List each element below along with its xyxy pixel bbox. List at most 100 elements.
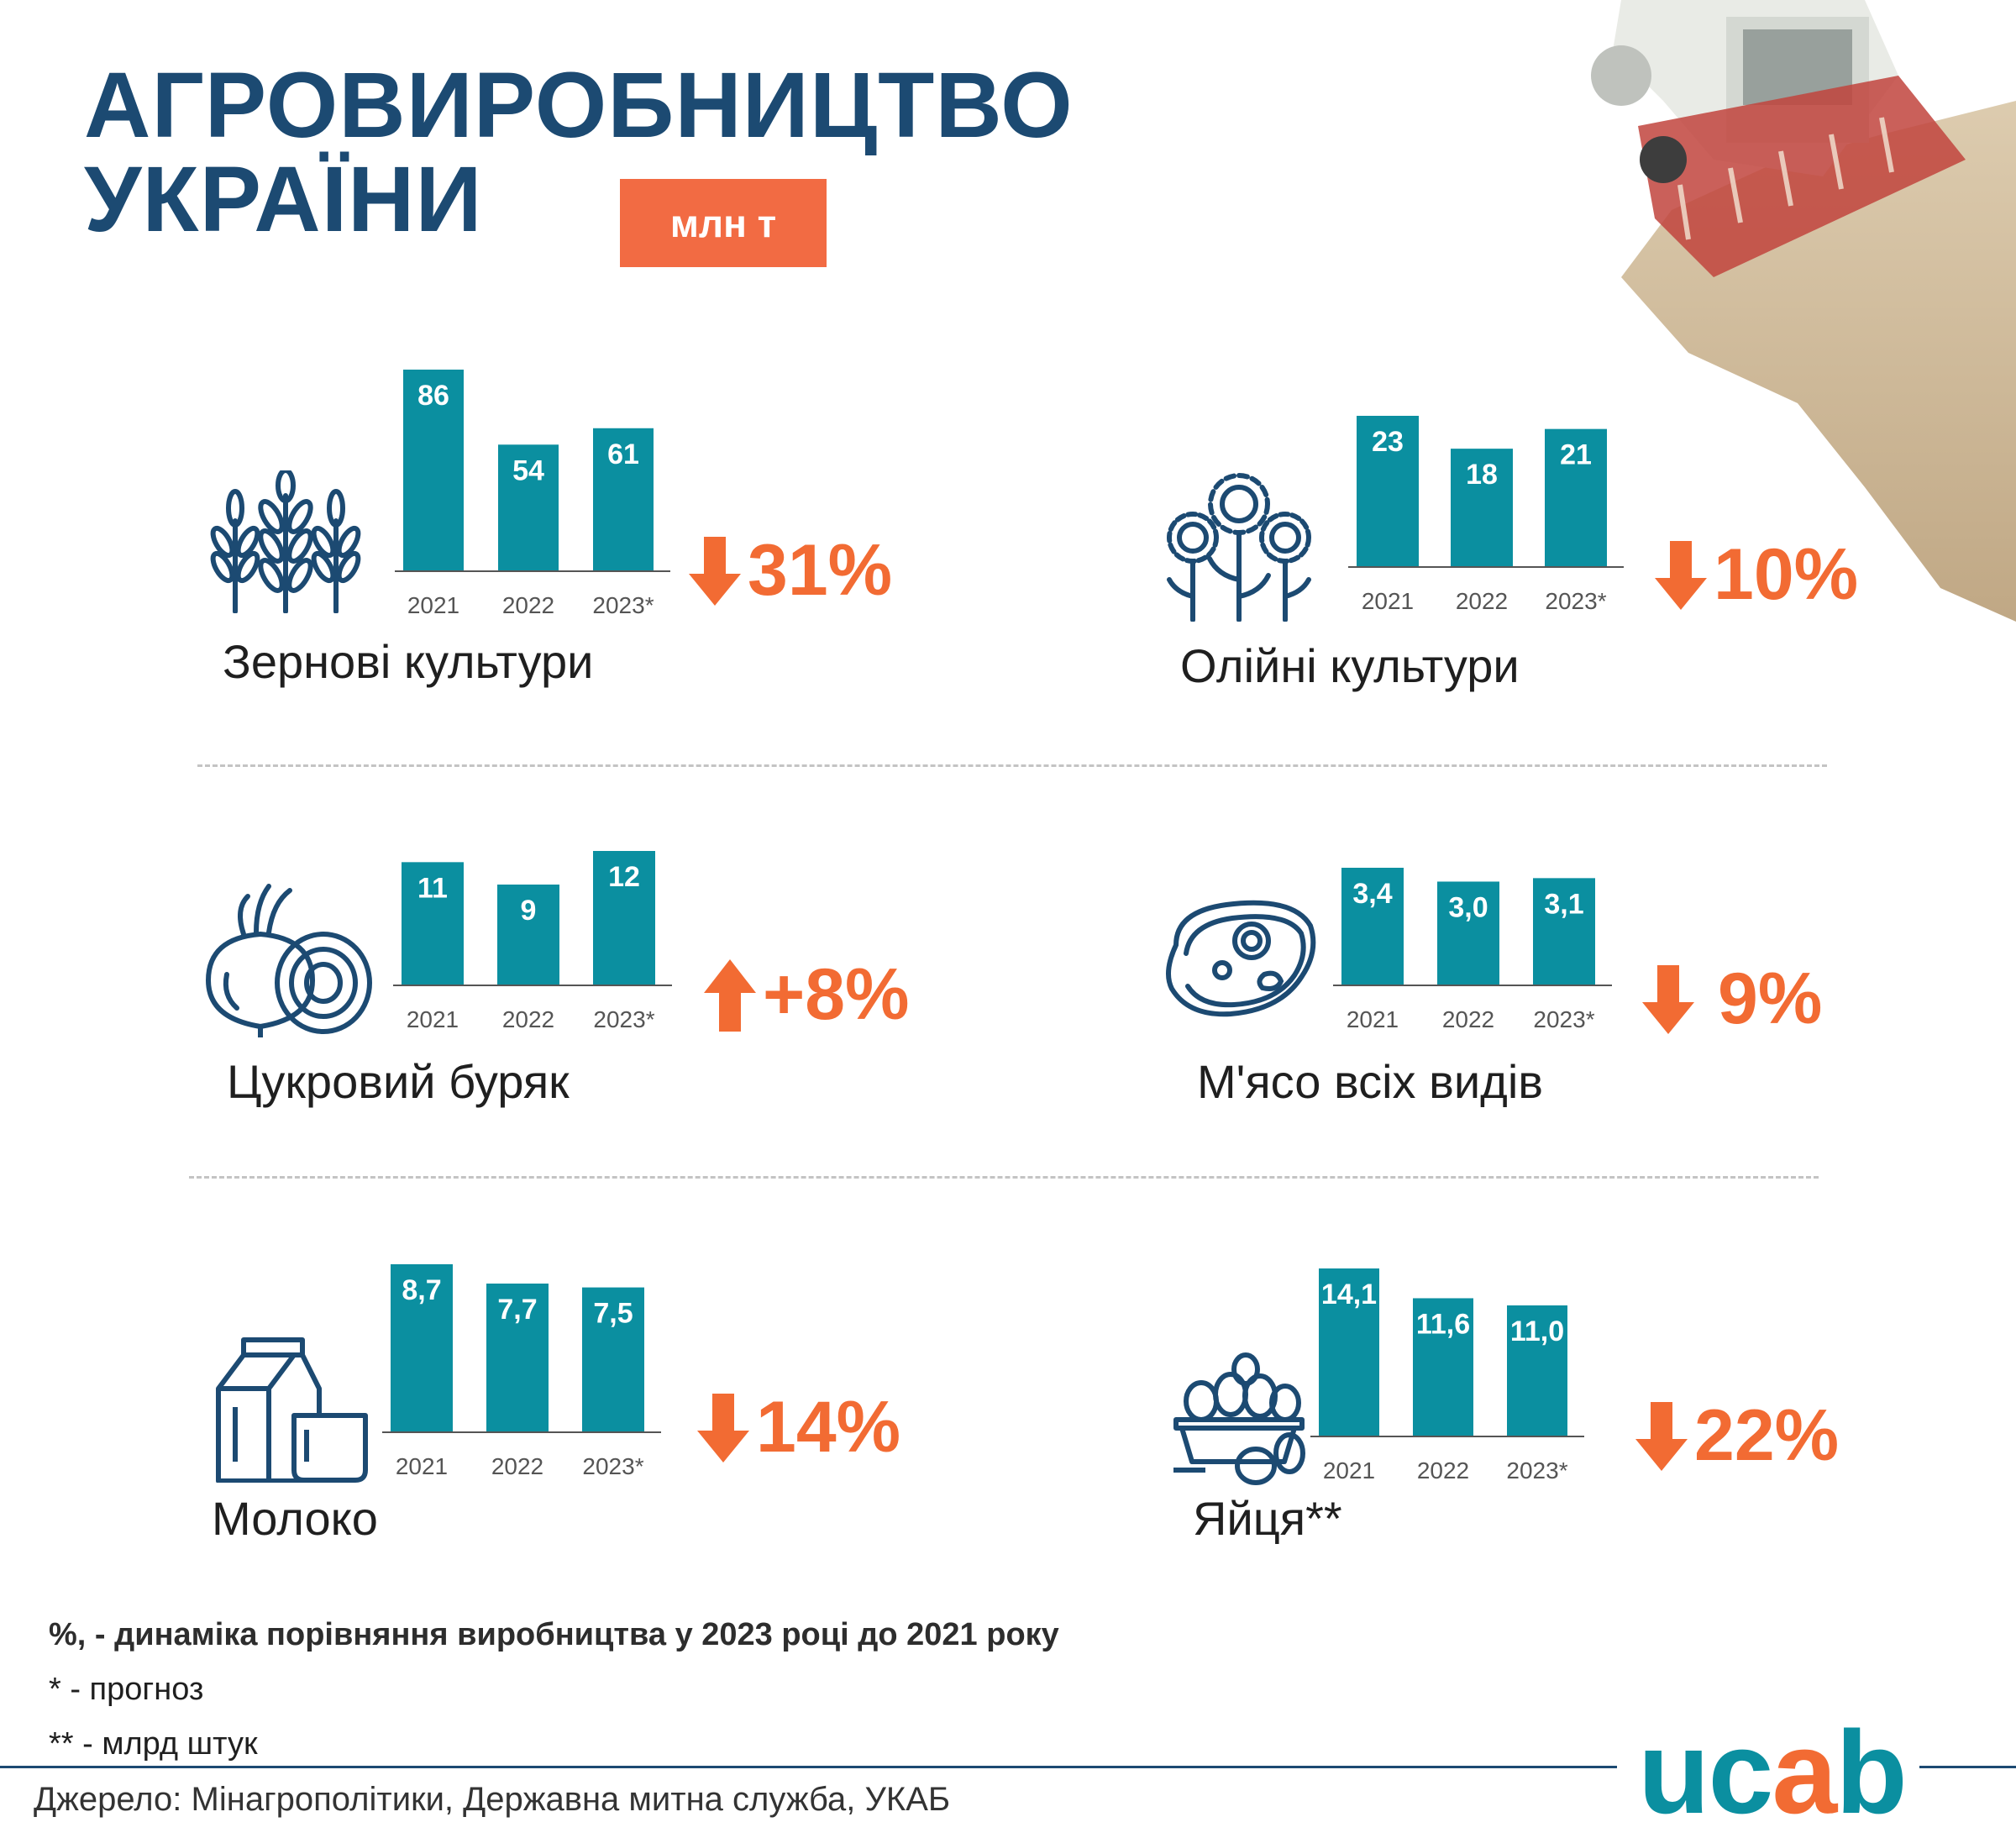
bar-value-label: 12 xyxy=(608,861,640,893)
beet-icon xyxy=(206,884,372,1037)
x-tick-label: 2023* xyxy=(1533,1006,1594,1032)
bar-value-label: 11,0 xyxy=(1510,1315,1564,1347)
change-grain: 31% xyxy=(689,529,892,612)
bar-2023 xyxy=(1545,428,1607,567)
eggs-icon xyxy=(1173,1352,1305,1485)
change-eggs: 22% xyxy=(1635,1394,1839,1478)
bar-value-label: 3,0 xyxy=(1448,891,1488,923)
x-tick-label: 2022 xyxy=(1456,588,1508,614)
bar-2023 xyxy=(593,428,654,571)
change-oilseeds: 10% xyxy=(1655,533,1858,617)
wheat-icon xyxy=(210,470,361,613)
arrow-down-icon xyxy=(697,1393,749,1463)
change-milk: 14% xyxy=(697,1386,900,1469)
x-tick-label: 2022 xyxy=(1417,1457,1469,1484)
change-meat: 9% xyxy=(1642,958,1822,1041)
bar-2023 xyxy=(1533,878,1595,985)
bar-value-label: 7,5 xyxy=(593,1298,633,1330)
notes: %, - динаміка порівняння виробництва у 2… xyxy=(49,1617,1059,1762)
bar-value-label: 23 xyxy=(1372,426,1404,458)
bar-value-label: 8,7 xyxy=(402,1274,441,1306)
panel-oilseeds: 23 2021 18 2022 21 2023* 10% Олійні культури xyxy=(1155,353,1995,706)
panel-meat: 3,4 2021 3,0 2022 3,1 2023* 9% М'ясо всіх вид… xyxy=(1155,832,1995,1184)
bar-2022 xyxy=(1413,1298,1473,1436)
change-value: 10% xyxy=(1714,534,1859,615)
panel-label: Яйця** xyxy=(1193,1492,1342,1545)
change-value: 22% xyxy=(1694,1395,1840,1476)
x-tick-label: 2023* xyxy=(593,1006,654,1032)
x-tick-label: 2023* xyxy=(582,1453,643,1479)
bar-value-label: 14,1 xyxy=(1321,1279,1377,1310)
bar-value-label: 61 xyxy=(607,438,639,470)
x-tick-label: 2021 xyxy=(407,1006,459,1032)
bar-2022 xyxy=(486,1283,549,1432)
bar-chart-milk: 8,7 2021 7,7 2022 7,5 2023* xyxy=(382,1264,661,1479)
bar-chart-oilseeds: 23 2021 18 2022 21 2023* xyxy=(1348,416,1624,614)
bar-2021 xyxy=(1341,868,1404,985)
bar-2023 xyxy=(1507,1305,1567,1436)
panel-eggs: 14,1 2021 11,6 2022 11,0 2023* 22% Яйця** xyxy=(1155,1268,1995,1630)
bar-chart-eggs: 14,1 2021 11,6 2022 11,0 2023* xyxy=(1310,1268,1584,1484)
logo-part3: b xyxy=(1835,1706,1908,1838)
panel-grain: 86 2021 54 2022 61 2023* 31% Зернові культури xyxy=(193,353,1033,706)
x-tick-label: 2023* xyxy=(1506,1457,1567,1484)
sunflower-icon xyxy=(1167,473,1311,622)
panel-label: Зернові культури xyxy=(223,635,594,688)
change-value: 9% xyxy=(1718,958,1823,1039)
harvester-image xyxy=(1591,0,2016,622)
x-tick-label: 2021 xyxy=(1347,1006,1399,1032)
change-sugar-beet: +8% xyxy=(704,953,910,1037)
footer-rule-left xyxy=(0,1766,1617,1768)
divider-1 xyxy=(197,764,1827,767)
panel-sugar-beet: 11 2021 9 2022 12 2023* +8% Цукровий буряк xyxy=(193,832,1033,1184)
bar-2021 xyxy=(391,1264,453,1432)
x-tick-label: 2021 xyxy=(1362,588,1414,614)
bar-value-label: 11 xyxy=(417,872,448,904)
x-tick-label: 2021 xyxy=(1323,1457,1375,1484)
bar-2023 xyxy=(593,851,655,985)
bar-2021 xyxy=(1357,416,1419,567)
notes-forecast: * - прогноз xyxy=(49,1672,204,1707)
x-tick-label: 2022 xyxy=(502,592,554,618)
bar-2022 xyxy=(497,885,559,985)
x-tick-label: 2023* xyxy=(1545,588,1606,614)
logo-part1: uc xyxy=(1638,1706,1773,1838)
x-tick-label: 2022 xyxy=(502,1006,554,1032)
page-title: АГРОВИРОБНИЦТВО УКРАЇНИ xyxy=(84,59,1074,247)
change-value: +8% xyxy=(763,954,910,1035)
x-tick-label: 2022 xyxy=(1442,1006,1494,1032)
panel-milk: 8,7 2021 7,7 2022 7,5 2023* 14% Молоко xyxy=(193,1264,1033,1630)
notes-eggs-unit: ** - млрд штук xyxy=(49,1726,258,1762)
arrow-down-icon xyxy=(1635,1401,1688,1471)
x-tick-label: 2023* xyxy=(592,592,654,618)
unit-badge: млн т xyxy=(620,179,827,267)
logo-part2: a xyxy=(1772,1706,1837,1838)
bar-2023 xyxy=(582,1287,644,1432)
bar-value-label: 86 xyxy=(417,380,449,412)
bar-2022 xyxy=(498,444,559,571)
page-title-line2: УКРАЇНИ xyxy=(84,148,483,251)
panel-label: М'ясо всіх видів xyxy=(1197,1055,1544,1108)
source-text: Джерело: Мінагрополітики, Державна митна… xyxy=(34,1781,951,1818)
change-value: 14% xyxy=(756,1387,901,1468)
x-tick-label: 2021 xyxy=(396,1453,448,1479)
bar-value-label: 9 xyxy=(521,895,537,927)
ucab-logo: ucab xyxy=(1638,1714,1908,1831)
bar-value-label: 7,7 xyxy=(497,1294,537,1326)
bar-value-label: 21 xyxy=(1560,439,1592,471)
meat-icon xyxy=(1166,900,1316,1017)
bar-2021 xyxy=(403,370,464,571)
x-tick-label: 2022 xyxy=(491,1453,543,1479)
bar-2022 xyxy=(1437,881,1499,985)
arrow-down-icon xyxy=(1642,964,1694,1034)
bar-value-label: 54 xyxy=(512,454,544,486)
panel-label: Цукровий буряк xyxy=(227,1055,570,1108)
bar-value-label: 3,1 xyxy=(1544,888,1583,920)
footer-rule-right xyxy=(1919,1766,2016,1768)
bar-chart-meat: 3,4 2021 3,0 2022 3,1 2023* xyxy=(1333,868,1612,1032)
bar-2021 xyxy=(1319,1268,1379,1436)
bar-value-label: 11,6 xyxy=(1416,1308,1470,1340)
bar-value-label: 18 xyxy=(1466,459,1498,491)
bar-value-label: 3,4 xyxy=(1352,878,1392,910)
bar-chart-grain: 86 2021 54 2022 61 2023* xyxy=(395,370,670,618)
